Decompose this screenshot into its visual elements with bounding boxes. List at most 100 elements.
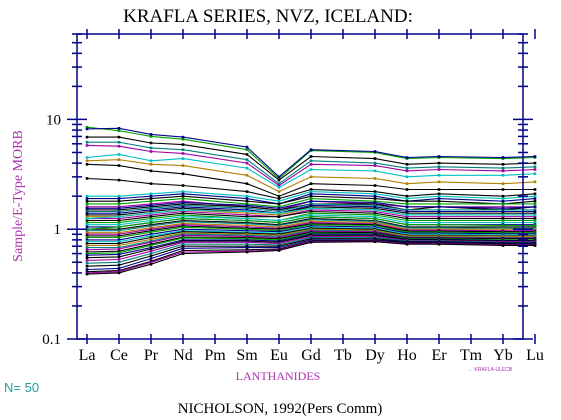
data-point <box>245 222 249 226</box>
data-point <box>117 263 121 267</box>
data-point <box>533 219 537 222</box>
x-tick-label-pm: Pm <box>204 347 226 364</box>
data-point <box>117 144 121 148</box>
data-point <box>501 199 505 203</box>
data-point <box>85 250 89 254</box>
series-line <box>87 227 535 245</box>
data-point <box>533 244 537 247</box>
data-point <box>405 215 409 219</box>
data-point <box>277 211 281 215</box>
data-point <box>117 140 121 144</box>
data-point <box>533 168 537 171</box>
data-point <box>309 199 313 203</box>
data-point <box>85 272 89 276</box>
data-point <box>181 242 185 246</box>
data-point <box>181 208 185 212</box>
data-point <box>149 169 153 173</box>
data-point <box>117 260 121 264</box>
data-point <box>245 202 249 206</box>
data-point <box>149 199 153 203</box>
data-point <box>277 224 281 227</box>
data-point <box>149 237 153 241</box>
data-point <box>181 227 185 231</box>
x-tick-label-pr: Pr <box>144 347 159 364</box>
data-point <box>181 194 185 198</box>
data-point <box>437 221 441 224</box>
data-point <box>117 229 121 232</box>
data-point <box>501 156 505 159</box>
data-point <box>117 178 121 182</box>
series-10 <box>85 190 537 203</box>
series-16 <box>85 202 537 213</box>
data-point <box>501 208 505 212</box>
data-point <box>181 247 185 250</box>
data-point <box>181 184 185 187</box>
data-point <box>309 194 313 198</box>
data-point <box>501 219 505 222</box>
data-point <box>85 199 89 203</box>
data-point <box>501 188 505 191</box>
data-point <box>309 240 313 244</box>
y-tick-labels: 0.1 1 10 <box>42 112 61 348</box>
data-point <box>245 210 249 213</box>
data-point <box>85 244 89 247</box>
data-point <box>85 163 89 166</box>
data-point <box>277 182 281 185</box>
data-point <box>437 165 441 169</box>
data-point <box>117 232 121 236</box>
data-point <box>149 229 153 232</box>
data-point <box>501 202 505 206</box>
data-point <box>181 197 185 200</box>
data-point <box>181 217 185 220</box>
y-axis-title: Sample/E-Type MORB <box>11 130 26 262</box>
data-point <box>181 250 185 254</box>
data-point <box>245 145 249 149</box>
data-point <box>373 215 377 219</box>
data-point <box>437 155 441 158</box>
data-point <box>309 213 313 217</box>
data-point <box>181 205 185 209</box>
series-12 <box>85 194 537 206</box>
series-1 <box>85 125 537 180</box>
tick-layer <box>67 29 536 344</box>
data-point <box>149 260 153 264</box>
x-tick-label-gd: Gd <box>301 347 321 364</box>
data-point <box>277 246 281 249</box>
series-line <box>87 223 535 237</box>
data-point <box>245 227 249 231</box>
series-line <box>87 228 535 247</box>
data-point <box>85 240 89 243</box>
x-tick-label-ho: Ho <box>397 347 417 364</box>
data-point <box>405 166 409 170</box>
data-point <box>533 224 537 227</box>
data-point <box>85 236 89 239</box>
series-13 <box>85 197 537 209</box>
data-point <box>501 197 505 200</box>
data-point <box>501 173 505 177</box>
data-point <box>373 217 377 220</box>
series-line <box>87 204 535 214</box>
data-point <box>245 194 249 198</box>
data-point <box>277 210 281 213</box>
x-tick-label-tm: Tm <box>460 347 483 364</box>
data-point <box>405 163 409 166</box>
data-point <box>501 227 505 231</box>
sample-count-label: N= 50 <box>4 380 39 395</box>
data-point <box>437 173 441 177</box>
data-point <box>149 234 153 238</box>
data-point <box>245 153 249 156</box>
data-point <box>373 202 377 206</box>
series-line <box>87 206 535 216</box>
data-point <box>309 148 313 151</box>
data-point <box>277 197 281 200</box>
data-point <box>373 192 377 196</box>
data-point <box>181 152 185 155</box>
data-point <box>149 150 153 153</box>
x-tick-label-lu: Lu <box>526 347 544 364</box>
series-6 <box>85 153 537 189</box>
data-point <box>149 236 153 239</box>
data-point <box>309 175 313 179</box>
data-point <box>373 208 377 212</box>
series-41 <box>85 207 537 220</box>
data-point <box>181 135 185 139</box>
